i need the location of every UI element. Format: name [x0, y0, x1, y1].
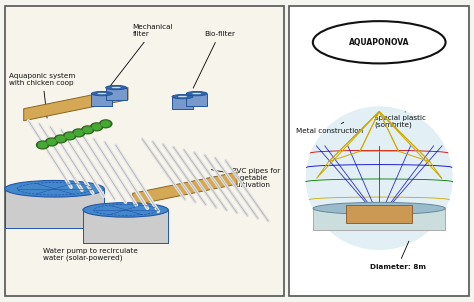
- Bar: [289, 6, 469, 296]
- Text: Special plastic
(sombrite): Special plastic (sombrite): [374, 112, 427, 128]
- Bar: [5, 189, 104, 228]
- Ellipse shape: [97, 93, 107, 95]
- Polygon shape: [133, 172, 237, 205]
- Bar: [91, 94, 112, 106]
- Circle shape: [92, 124, 101, 130]
- Ellipse shape: [5, 180, 104, 197]
- Bar: [106, 88, 127, 100]
- Ellipse shape: [83, 203, 168, 217]
- Ellipse shape: [313, 202, 446, 214]
- Ellipse shape: [91, 92, 112, 96]
- Text: Water tanks with
fish (tilapias): Water tanks with fish (tilapias): [9, 196, 70, 222]
- Text: Diameter: 8m: Diameter: 8m: [370, 241, 426, 270]
- Text: Bio-filter: Bio-filter: [193, 31, 235, 88]
- Circle shape: [55, 135, 67, 143]
- Ellipse shape: [111, 87, 121, 89]
- Bar: [313, 208, 446, 230]
- Circle shape: [38, 142, 47, 148]
- Ellipse shape: [191, 93, 202, 95]
- Text: PVC pipes for
vegetable
cultivation: PVC pipes for vegetable cultivation: [211, 168, 281, 188]
- Circle shape: [56, 136, 65, 142]
- Bar: [5, 6, 284, 296]
- Circle shape: [74, 130, 83, 136]
- Text: AQUAPONOVA: AQUAPONOVA: [349, 38, 410, 47]
- Circle shape: [83, 127, 92, 133]
- Circle shape: [64, 132, 76, 140]
- Circle shape: [101, 121, 110, 127]
- Text: Water pump to recirculate
water (solar-powered): Water pump to recirculate water (solar-p…: [43, 217, 137, 261]
- Circle shape: [47, 139, 56, 145]
- Ellipse shape: [177, 95, 188, 98]
- Ellipse shape: [306, 106, 453, 250]
- Polygon shape: [24, 88, 128, 121]
- Text: Aquaponic system
with chicken coop: Aquaponic system with chicken coop: [9, 72, 76, 118]
- Bar: [83, 210, 168, 243]
- Ellipse shape: [186, 92, 207, 96]
- Ellipse shape: [106, 85, 127, 90]
- Circle shape: [82, 126, 94, 134]
- Ellipse shape: [313, 21, 446, 63]
- Circle shape: [91, 123, 103, 131]
- Circle shape: [100, 120, 112, 128]
- Circle shape: [36, 141, 49, 149]
- Bar: [346, 205, 412, 223]
- Circle shape: [46, 138, 58, 146]
- Circle shape: [65, 133, 74, 139]
- Bar: [172, 97, 193, 109]
- Text: Mechanical
filter: Mechanical filter: [109, 24, 173, 88]
- Text: Metal construction: Metal construction: [296, 122, 364, 134]
- Ellipse shape: [172, 95, 193, 99]
- Bar: [186, 94, 207, 106]
- Circle shape: [73, 129, 85, 137]
